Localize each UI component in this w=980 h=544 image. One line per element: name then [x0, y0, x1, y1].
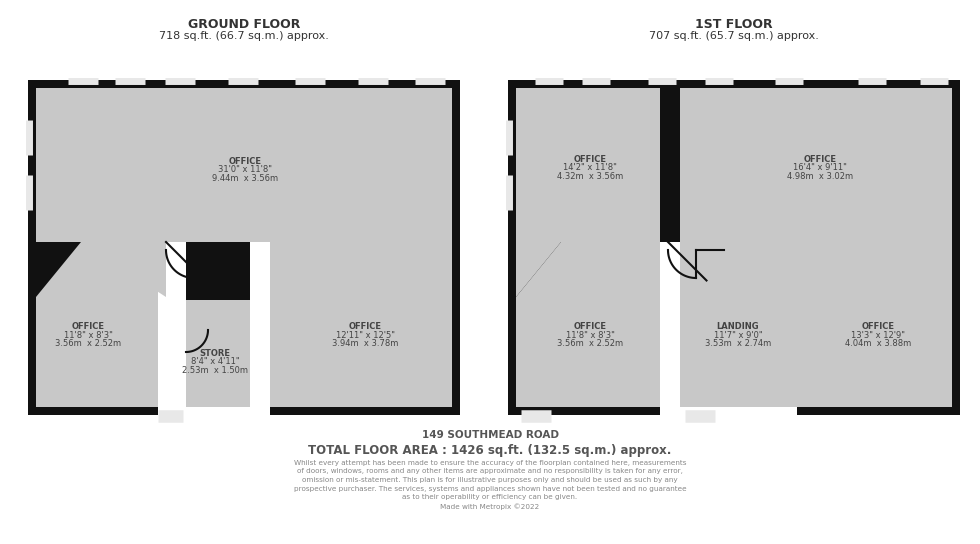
- Polygon shape: [36, 242, 158, 407]
- Text: OFFICE: OFFICE: [72, 323, 105, 331]
- Text: 718 sq.ft. (66.7 sq.m.) approx.: 718 sq.ft. (66.7 sq.m.) approx.: [159, 31, 329, 41]
- Text: 14'2" x 11'8": 14'2" x 11'8": [564, 164, 617, 172]
- Text: 12'11" x 12'5": 12'11" x 12'5": [335, 331, 395, 339]
- Text: OFFICE: OFFICE: [573, 323, 607, 331]
- Polygon shape: [36, 242, 158, 297]
- Text: 13'3" x 12'9": 13'3" x 12'9": [851, 331, 905, 339]
- Text: OFFICE: OFFICE: [573, 156, 607, 164]
- Text: 11'8" x 8'3": 11'8" x 8'3": [64, 331, 113, 339]
- Polygon shape: [28, 80, 460, 415]
- Polygon shape: [270, 242, 452, 407]
- Polygon shape: [680, 88, 952, 242]
- Polygon shape: [680, 242, 797, 407]
- Text: GROUND FLOOR: GROUND FLOOR: [188, 18, 300, 31]
- Text: OFFICE: OFFICE: [861, 323, 895, 331]
- Text: 4.04m  x 3.88m: 4.04m x 3.88m: [845, 338, 911, 348]
- Polygon shape: [516, 88, 660, 297]
- Text: TOTAL FLOOR AREA : 1426 sq.ft. (132.5 sq.m.) approx.: TOTAL FLOOR AREA : 1426 sq.ft. (132.5 sq…: [309, 444, 671, 457]
- Text: 1ST FLOOR: 1ST FLOOR: [695, 18, 773, 31]
- Text: 149 SOUTHMEAD ROAD: 149 SOUTHMEAD ROAD: [421, 430, 559, 440]
- Polygon shape: [516, 242, 660, 407]
- Text: OFFICE: OFFICE: [349, 323, 381, 331]
- Text: 8'4" x 4'11": 8'4" x 4'11": [191, 357, 239, 367]
- Text: 2.53m  x 1.50m: 2.53m x 1.50m: [182, 366, 248, 375]
- Text: 11'8" x 8'3": 11'8" x 8'3": [565, 331, 614, 339]
- Text: 3.56m  x 2.52m: 3.56m x 2.52m: [557, 338, 623, 348]
- Text: 4.32m  x 3.56m: 4.32m x 3.56m: [557, 171, 623, 181]
- Text: 4.98m  x 3.02m: 4.98m x 3.02m: [787, 171, 853, 181]
- Polygon shape: [186, 300, 250, 407]
- Text: 11'7" x 9'0": 11'7" x 9'0": [713, 331, 762, 339]
- Text: 3.94m  x 3.78m: 3.94m x 3.78m: [332, 338, 398, 348]
- Text: STORE: STORE: [200, 349, 230, 358]
- Text: Whilst every attempt has been made to ensure the accuracy of the floorplan conta: Whilst every attempt has been made to en…: [294, 460, 686, 510]
- Text: OFFICE: OFFICE: [228, 157, 262, 166]
- Text: 707 sq.ft. (65.7 sq.m.) approx.: 707 sq.ft. (65.7 sq.m.) approx.: [649, 31, 819, 41]
- Text: 31'0" x 11'8": 31'0" x 11'8": [218, 165, 272, 175]
- Polygon shape: [797, 242, 952, 407]
- Text: LANDING: LANDING: [716, 323, 760, 331]
- Polygon shape: [36, 88, 452, 297]
- Polygon shape: [508, 80, 960, 415]
- Text: 16'4" x 9'11": 16'4" x 9'11": [793, 164, 847, 172]
- Text: OFFICE: OFFICE: [804, 156, 837, 164]
- Text: 3.56m  x 2.52m: 3.56m x 2.52m: [55, 338, 122, 348]
- Text: 9.44m  x 3.56m: 9.44m x 3.56m: [212, 174, 278, 183]
- Text: 3.53m  x 2.74m: 3.53m x 2.74m: [705, 338, 771, 348]
